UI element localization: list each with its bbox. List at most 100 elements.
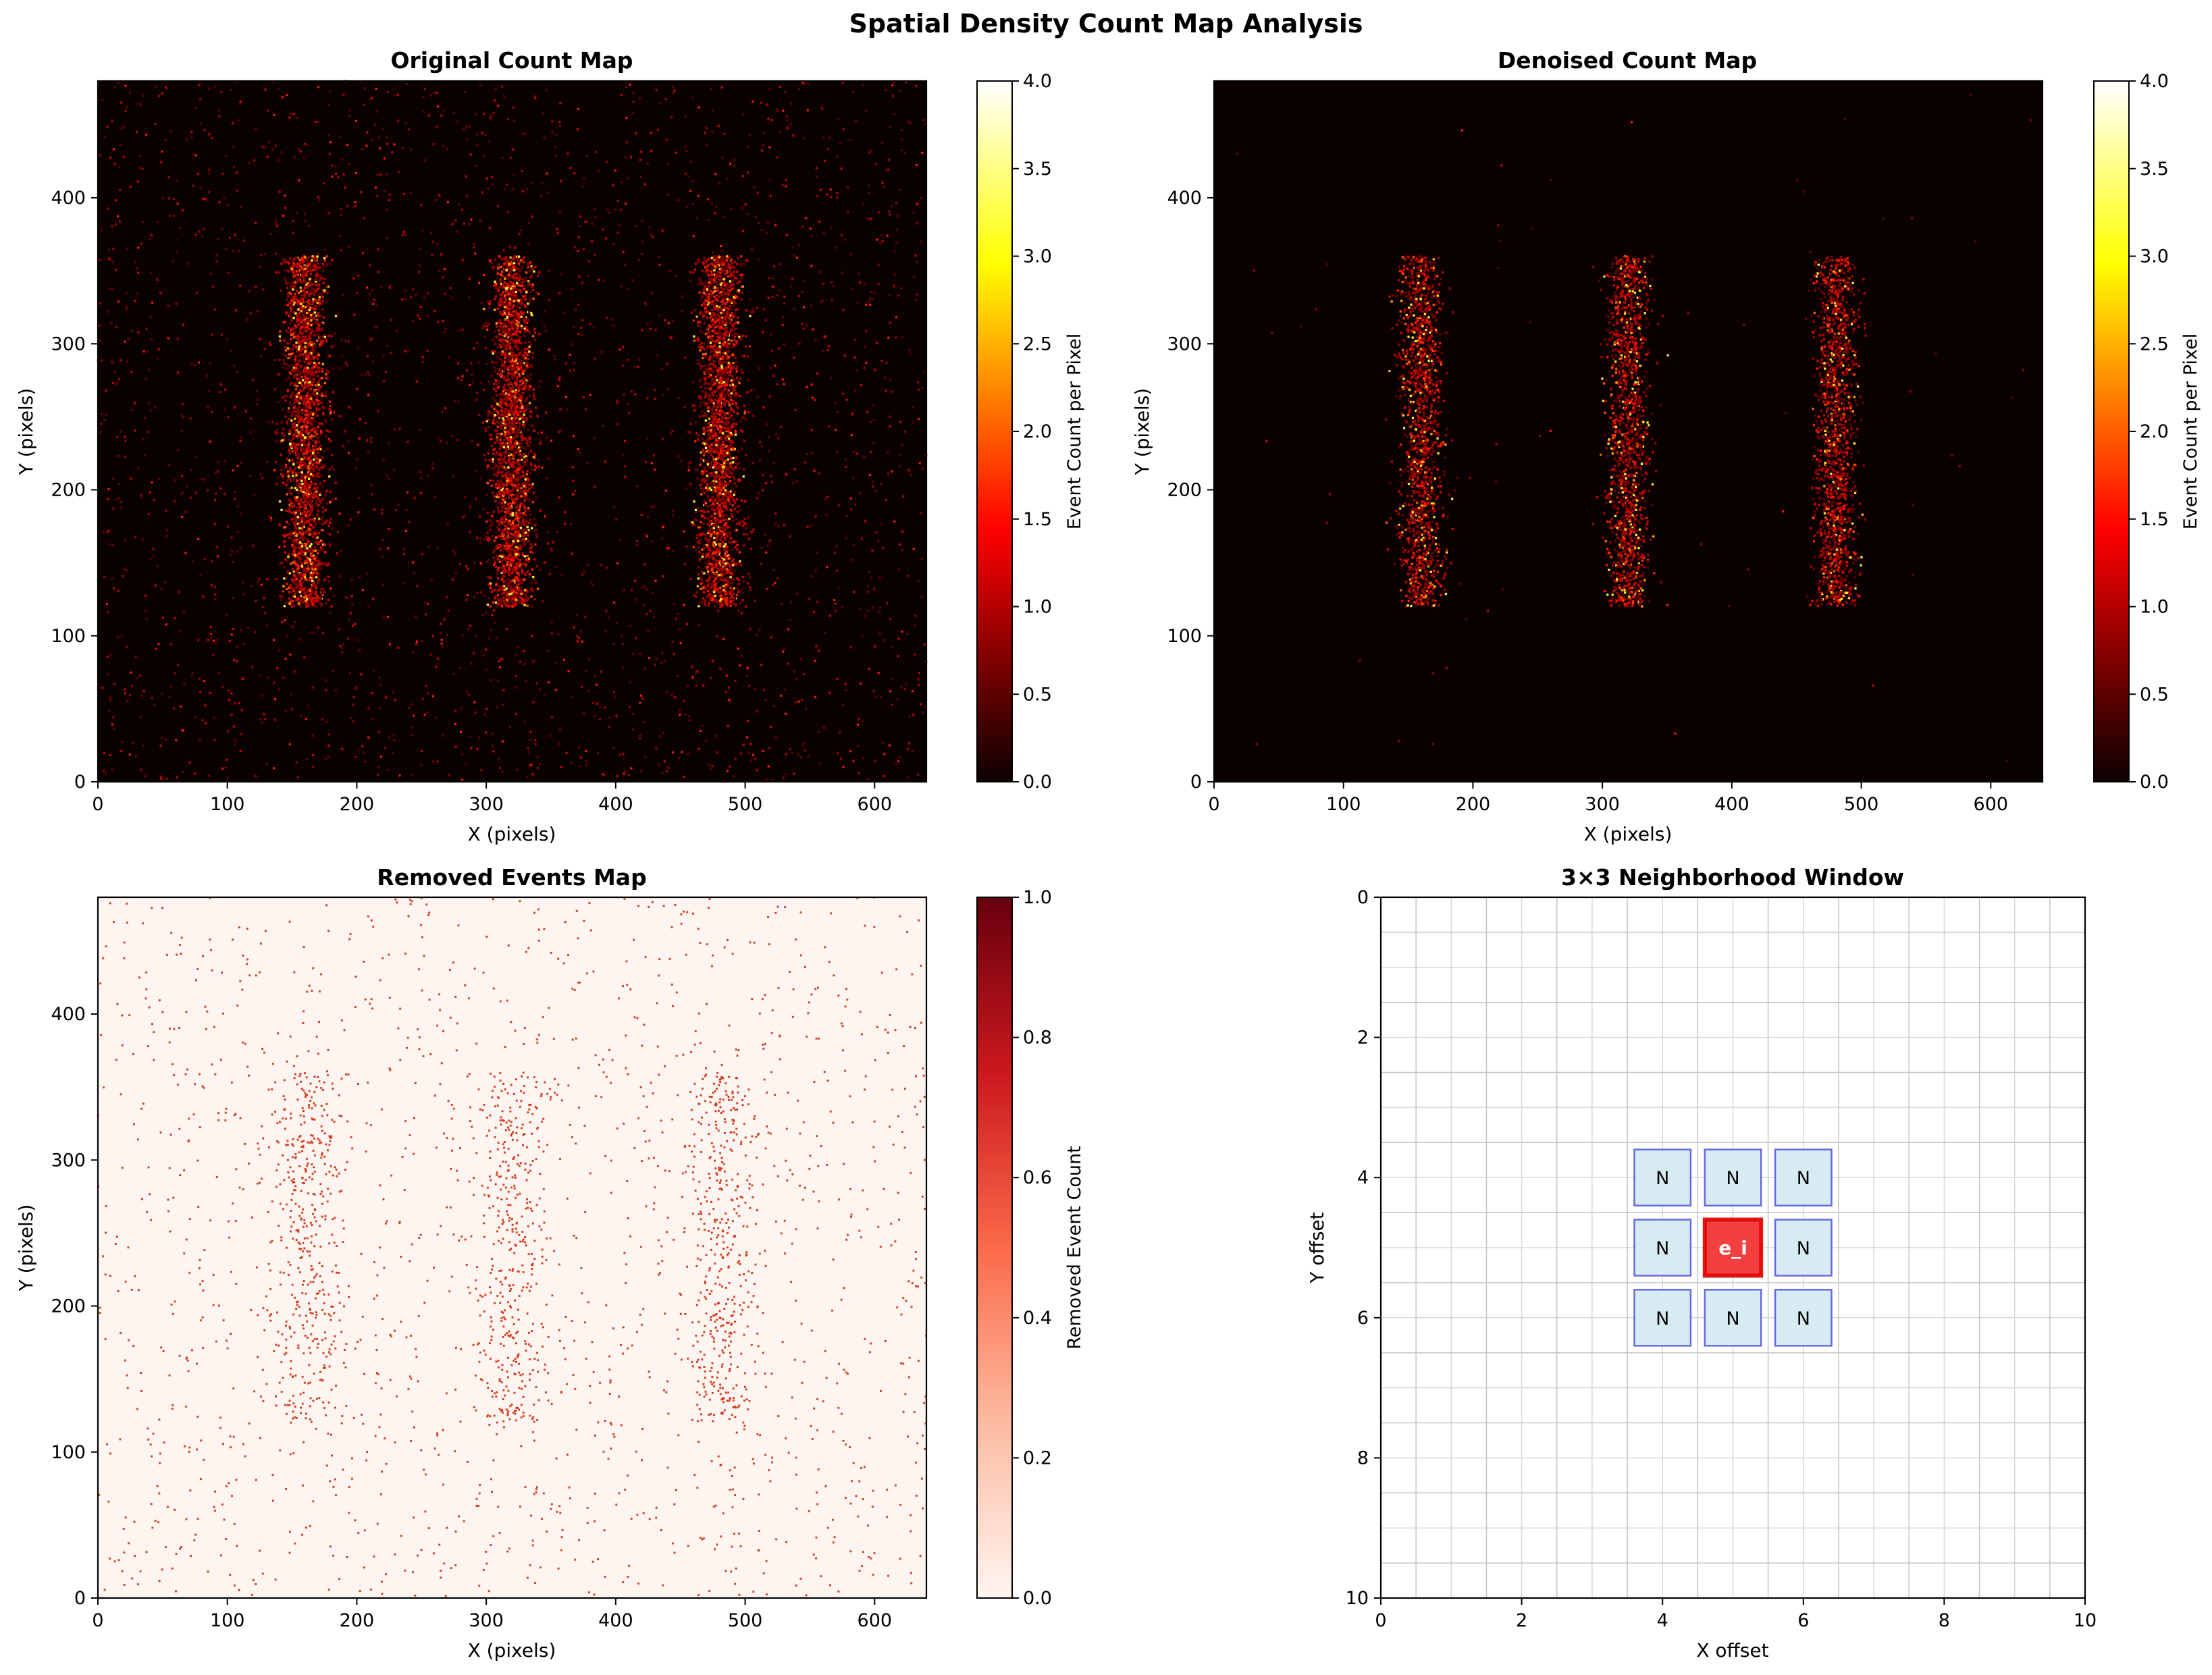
original-event-point <box>664 319 666 321</box>
original-event-point <box>317 486 319 489</box>
original-event-point <box>316 382 319 385</box>
original-event-point <box>906 776 909 778</box>
original-event-point <box>300 519 303 521</box>
original-event-point <box>586 461 589 464</box>
original-event-point <box>887 452 889 454</box>
original-event-point <box>476 133 479 136</box>
original-event-point <box>334 315 338 317</box>
original-event-point <box>165 535 168 537</box>
original-event-point <box>494 485 497 488</box>
original-event-point <box>537 385 540 388</box>
original-event-point <box>182 209 184 211</box>
original-event-point <box>182 323 185 326</box>
original-event-point <box>903 430 906 433</box>
original-event-point <box>517 288 520 292</box>
original-event-point <box>300 257 304 260</box>
original-event-point <box>312 449 315 452</box>
original-event-point <box>292 471 294 474</box>
original-event-point <box>684 356 687 359</box>
original-event-point <box>793 308 796 311</box>
original-event-point <box>311 302 314 305</box>
original-event-point <box>819 188 822 191</box>
original-event-point <box>313 494 315 496</box>
original-event-point <box>512 119 515 122</box>
original-event-point <box>307 266 310 269</box>
original-event-point <box>442 109 445 111</box>
original-event-point <box>306 589 309 592</box>
original-event-point <box>302 494 305 496</box>
original-event-point <box>296 424 298 427</box>
original-event-point <box>302 356 305 359</box>
original-event-point <box>546 650 549 653</box>
original-event-point <box>666 770 668 772</box>
original-event-point <box>624 156 627 159</box>
original-event-point <box>461 778 464 781</box>
original-event-point <box>304 365 307 368</box>
original-event-point <box>307 294 310 296</box>
original-event-point <box>916 293 918 296</box>
original-event-point <box>317 440 320 442</box>
original-event-point <box>300 435 302 437</box>
original-event-point <box>523 650 525 653</box>
original-event-point <box>317 573 320 575</box>
original-event-point <box>431 467 434 470</box>
original-event-point <box>194 107 197 109</box>
original-event-point <box>298 415 302 417</box>
original-event-point <box>397 646 400 649</box>
original-event-point <box>302 301 305 304</box>
original-event-point <box>483 155 485 158</box>
original-event-point <box>908 742 911 745</box>
original-event-point <box>292 550 296 553</box>
original-event-point <box>579 756 582 759</box>
original-event-point <box>354 171 357 174</box>
original-event-point <box>885 498 887 501</box>
original-event-point <box>348 406 351 409</box>
original-event-point <box>350 595 353 597</box>
original-event-point <box>494 99 496 102</box>
original-event-point <box>297 422 300 425</box>
original-event-point <box>289 470 292 473</box>
original-event-point <box>891 390 894 393</box>
original-event-point <box>308 407 311 410</box>
original-event-point <box>637 365 639 368</box>
original-event-point <box>533 518 535 521</box>
panel-original: Original Count Map 0 100 200 300 400 500 60001… <box>15 47 1085 845</box>
original-event-point <box>174 616 176 619</box>
original-event-point <box>661 652 664 655</box>
original-event-point <box>624 440 627 443</box>
original-event-point <box>799 658 802 660</box>
original-event-point <box>293 593 296 596</box>
original-event-point <box>237 250 240 252</box>
original-event-point <box>517 273 520 276</box>
original-event-point <box>330 517 332 521</box>
original-event-point <box>329 543 332 546</box>
original-event-point <box>552 541 555 543</box>
original-event-point <box>309 508 313 511</box>
original-event-point <box>527 243 530 246</box>
original-event-point <box>872 298 874 300</box>
original-event-point <box>363 217 366 219</box>
original-event-point <box>303 353 306 356</box>
original-event-point <box>306 405 309 408</box>
original-event-point <box>348 114 351 117</box>
original-event-point <box>865 330 868 333</box>
original-event-point <box>303 508 306 512</box>
original-event-point <box>737 647 739 650</box>
original-event-point <box>288 116 291 119</box>
original-event-point <box>325 720 328 723</box>
original-event-point <box>670 116 673 119</box>
original-event-point <box>652 616 655 618</box>
original-event-point <box>881 240 884 242</box>
original-event-point <box>476 747 479 750</box>
original-event-point <box>330 418 333 421</box>
original-event-point <box>662 526 664 529</box>
original-event-point <box>275 578 278 581</box>
original-event-point <box>327 334 330 337</box>
original-event-point <box>309 434 311 437</box>
original-event-point <box>508 276 510 279</box>
original-event-point <box>646 323 649 325</box>
original-event-point <box>775 433 778 435</box>
original-event-point <box>298 591 301 593</box>
original-event-point <box>448 774 450 776</box>
original-event-point <box>280 469 283 472</box>
